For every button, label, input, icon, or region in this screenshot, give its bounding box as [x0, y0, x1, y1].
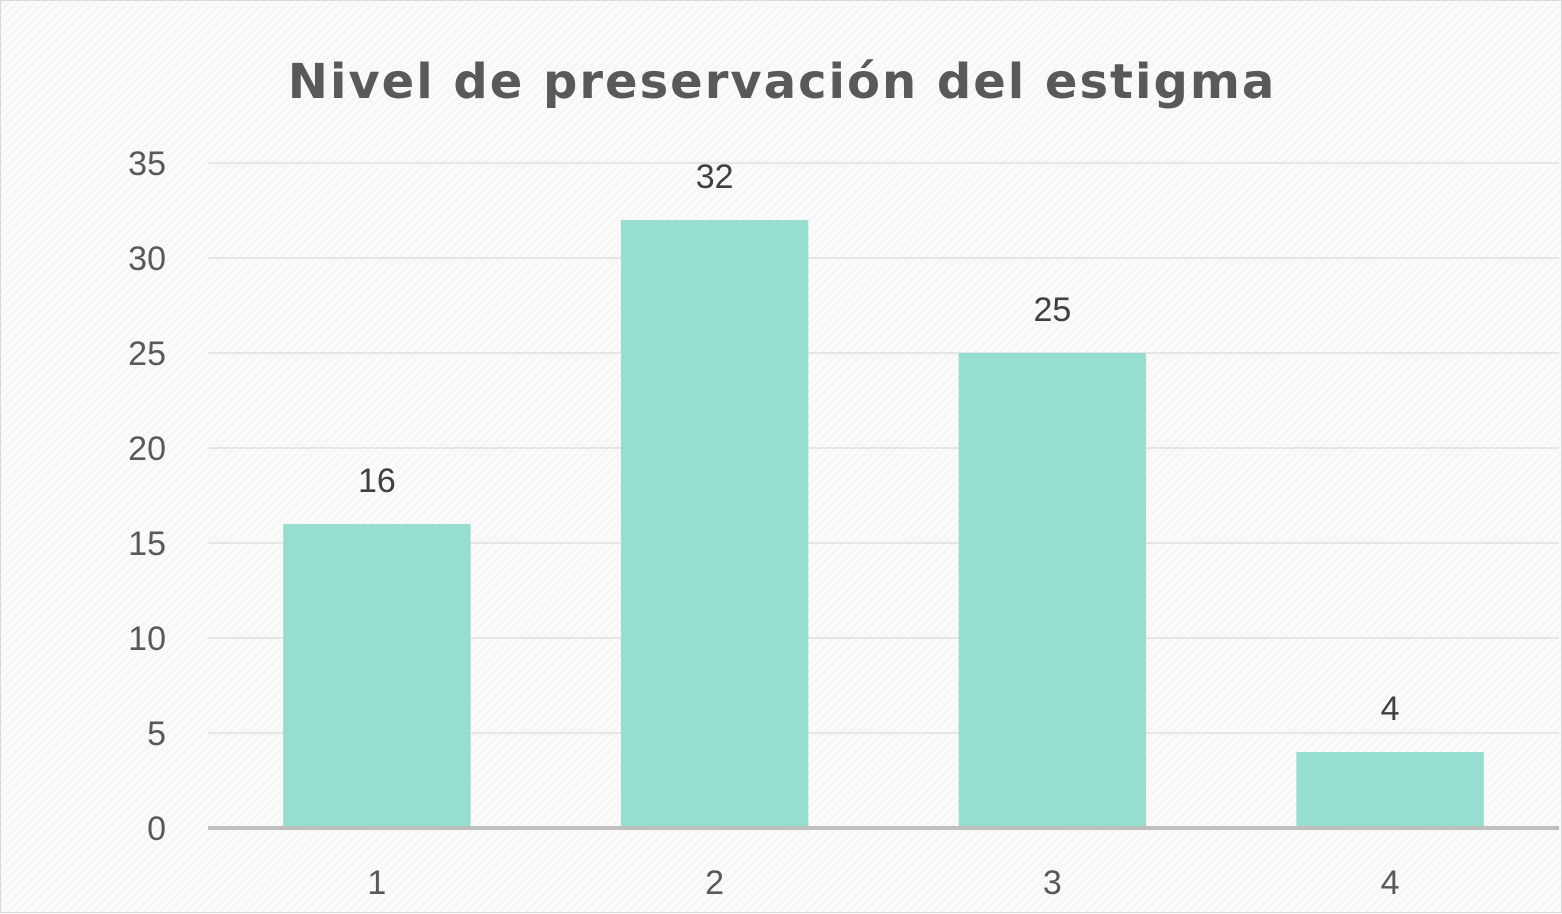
x-tick-label: 2: [705, 864, 724, 902]
y-tick-label: 30: [128, 240, 166, 278]
x-tick-label: 4: [1381, 864, 1400, 902]
y-tick-label: 0: [147, 810, 166, 848]
x-tick-label: 1: [367, 864, 386, 902]
data-label: 25: [1033, 291, 1071, 329]
x-tick-label: 3: [1043, 864, 1062, 902]
y-tick-label: 10: [128, 620, 166, 658]
y-tick-label: 35: [128, 145, 166, 183]
x-axis-ticks: 1 2 3 4: [367, 864, 1399, 902]
y-tick-label: 20: [128, 430, 166, 468]
bars: [283, 220, 1484, 828]
data-label: 16: [358, 462, 396, 500]
chart-title: Nivel de preservación del estigma: [288, 54, 1276, 110]
data-labels: 16 32 25 4: [358, 158, 1400, 728]
data-label: 4: [1381, 690, 1400, 728]
bar-4: [1296, 752, 1483, 828]
y-tick-label: 5: [147, 715, 166, 753]
bar-3: [959, 353, 1146, 828]
y-tick-label: 15: [128, 525, 166, 563]
bar-2: [621, 220, 808, 828]
data-label: 32: [696, 158, 734, 196]
y-axis-ticks: 0 5 10 15 20 25 30 35: [128, 145, 166, 848]
bar-1: [283, 524, 470, 828]
y-tick-label: 25: [128, 335, 166, 373]
